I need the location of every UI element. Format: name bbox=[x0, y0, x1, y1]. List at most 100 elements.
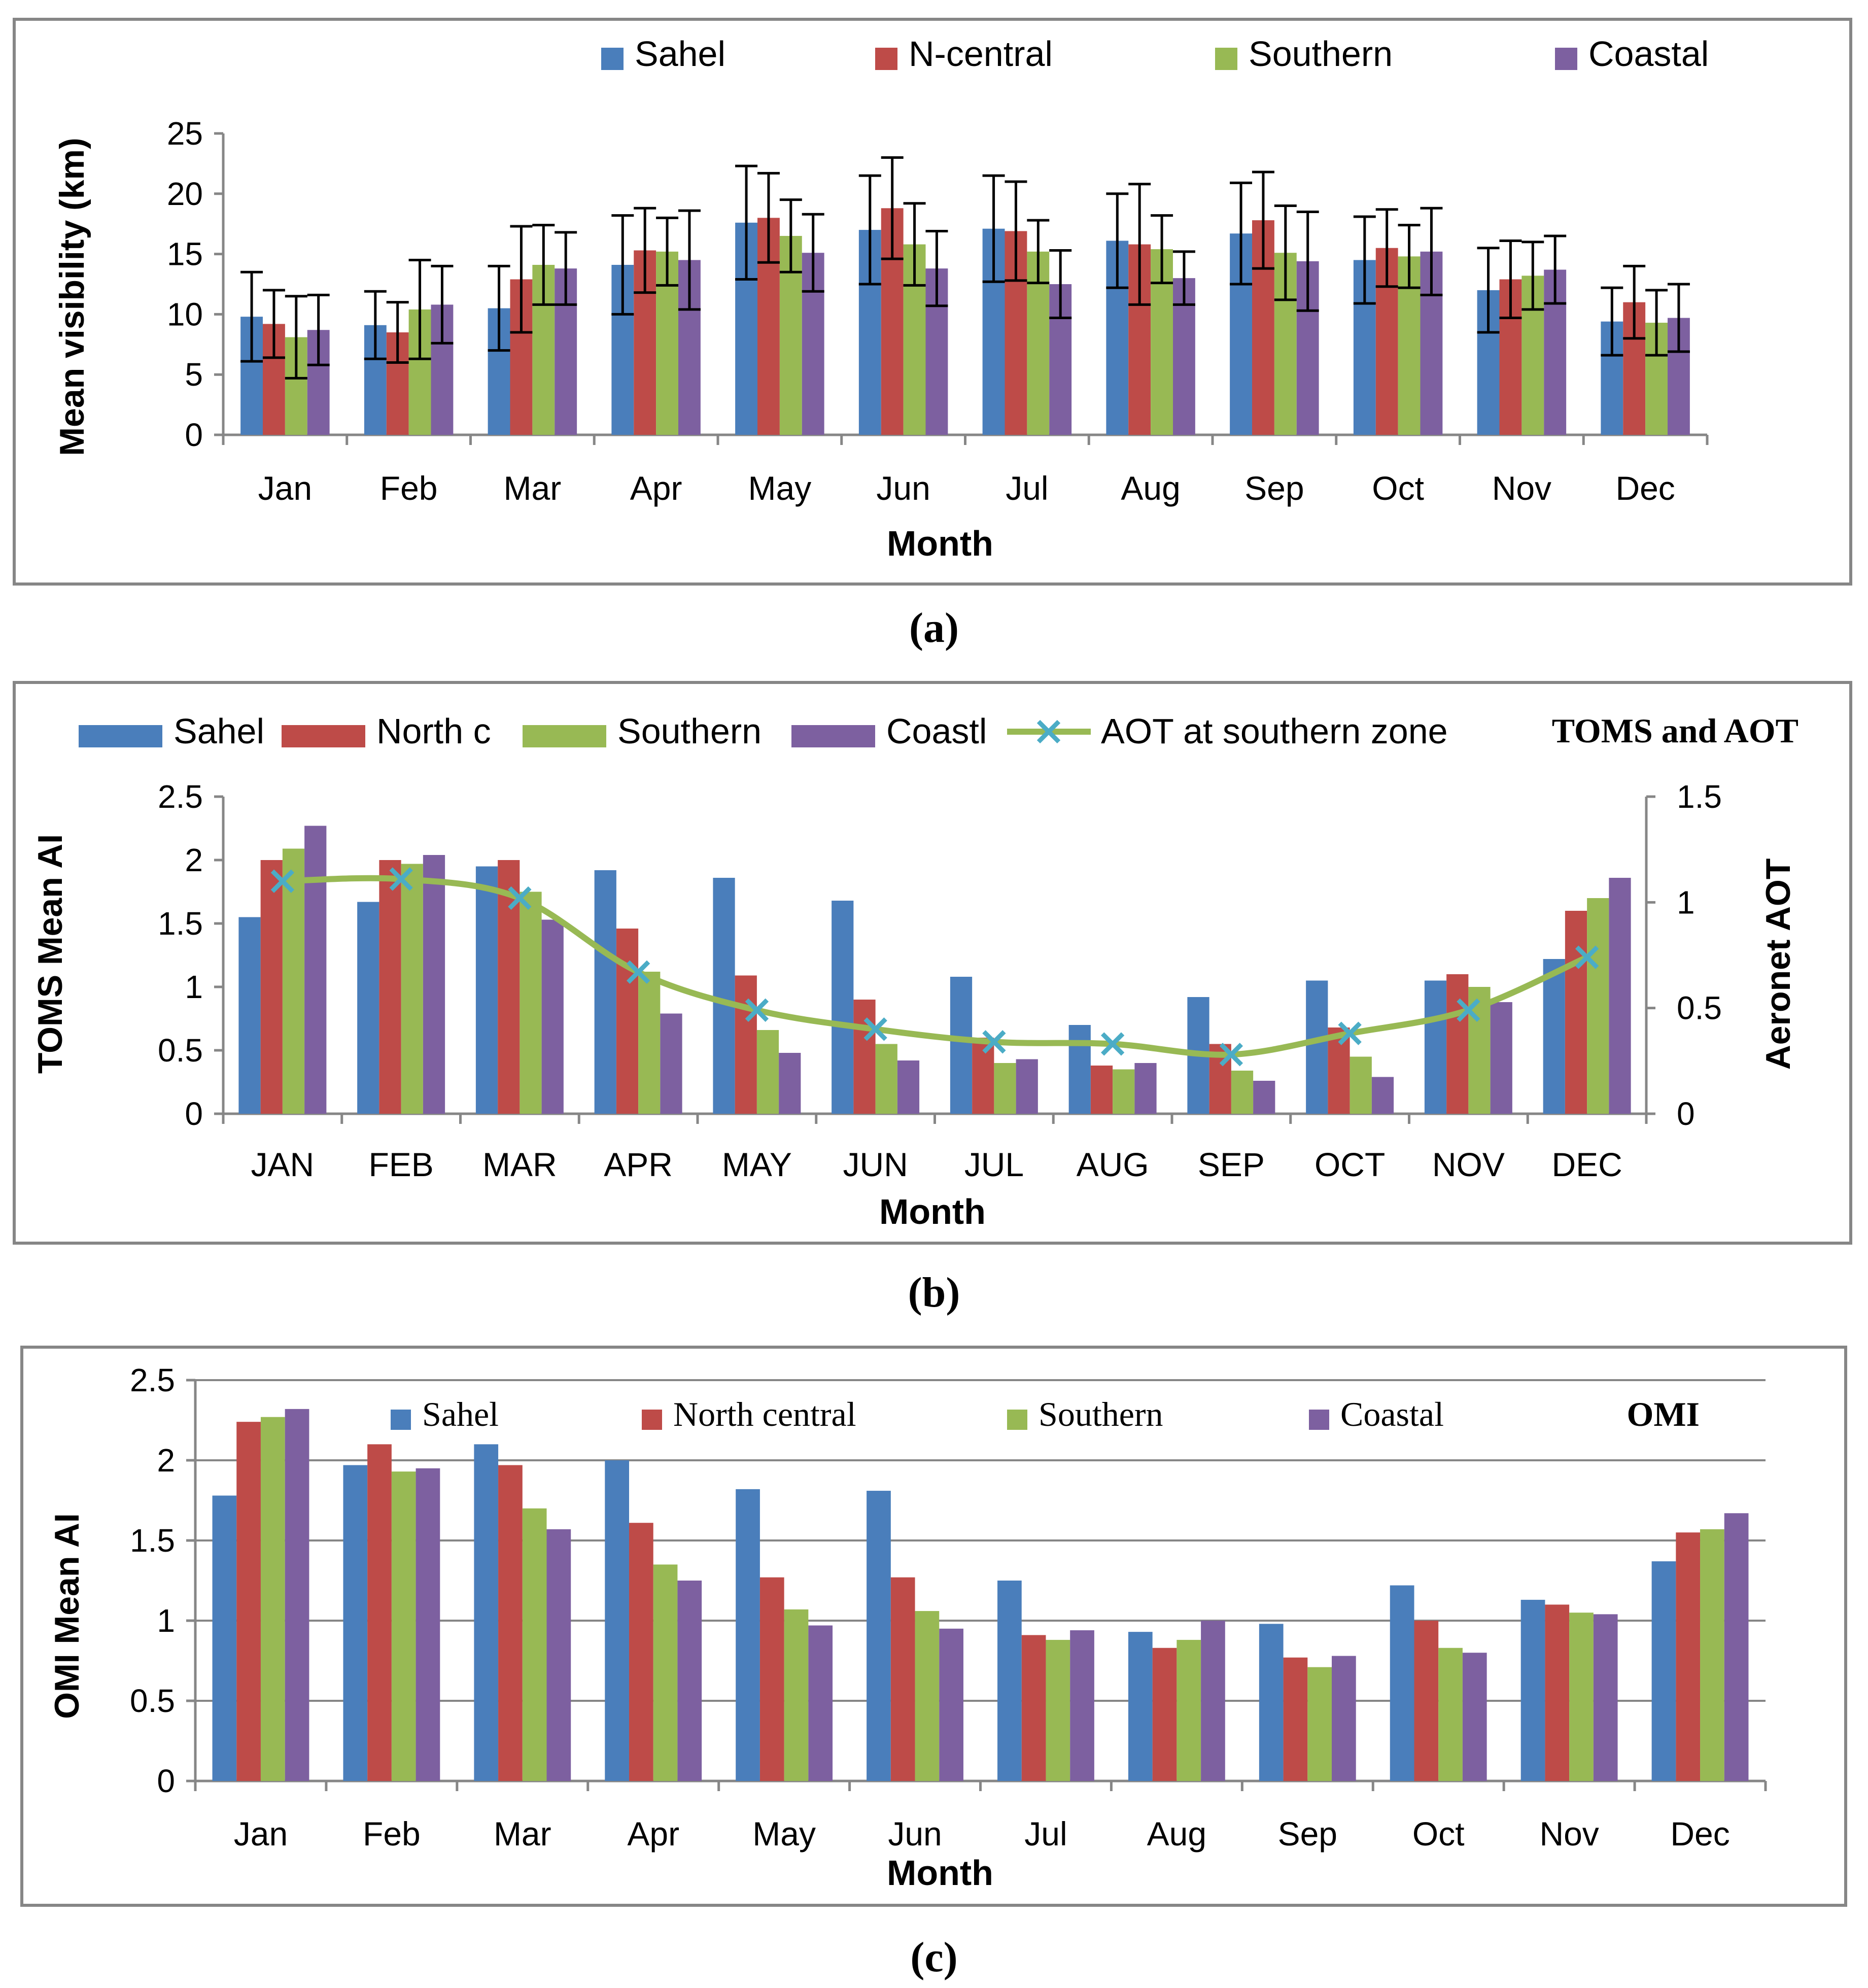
b-x-tick-label-jul: JUL bbox=[964, 1146, 1024, 1183]
b-bar-north-c-dec bbox=[1565, 911, 1587, 1114]
panel-c-x-axis-title: Month bbox=[887, 1853, 993, 1893]
b-bar-coastl-oct bbox=[1371, 1077, 1394, 1114]
a-legend-n-central-swatch bbox=[875, 48, 897, 70]
a-y-tick-label: 15 bbox=[167, 236, 203, 272]
c-x-tick-label-aug: Aug bbox=[1147, 1815, 1206, 1853]
c-bar-north-central-jul bbox=[1021, 1635, 1046, 1781]
c-x-tick-label-jul: Jul bbox=[1024, 1815, 1067, 1853]
a-x-tick-label-mar: Mar bbox=[504, 469, 562, 507]
b-aot-point-oct bbox=[1338, 1021, 1362, 1045]
c-bar-north-central-dec bbox=[1676, 1532, 1701, 1781]
c-bar-coastal-jun bbox=[939, 1628, 963, 1781]
panel-b-right-y-axis-title: Aeronet AOT bbox=[1759, 859, 1797, 1070]
panel-a: Sahel N-central Southern Coastal 0 5 10 15 20 25… bbox=[13, 18, 1852, 586]
b-bar-sahel-nov bbox=[1424, 980, 1447, 1114]
c-bar-coastal-mar bbox=[546, 1529, 571, 1781]
b-bar-north-c-apr bbox=[616, 929, 639, 1114]
panel-a-x-axis-title: Month bbox=[887, 524, 993, 563]
c-legend-southern-label: Southern bbox=[1039, 1395, 1163, 1433]
c-bar-north-central-apr bbox=[629, 1523, 653, 1781]
c-bar-coastal-sep bbox=[1332, 1656, 1356, 1781]
b-bar-north-c-aug bbox=[1090, 1066, 1113, 1114]
b-aot-point-aug bbox=[1100, 1032, 1125, 1056]
c-x-tick-label-jan: Jan bbox=[234, 1815, 288, 1853]
b-y-tick-label: 0 bbox=[185, 1095, 203, 1132]
b-bar-coastl-jul bbox=[1016, 1059, 1038, 1114]
b-bar-southern-dec bbox=[1587, 898, 1609, 1114]
b-bar-north-c-oct bbox=[1328, 1027, 1350, 1114]
panel-a-legend: Sahel N-central Southern Coastal bbox=[601, 34, 1709, 74]
a-x-tick-label-jun: Jun bbox=[876, 469, 930, 507]
b-bar-north-c-jul bbox=[972, 1038, 994, 1114]
c-bar-coastal-jul bbox=[1070, 1630, 1094, 1781]
c-bar-coastal-aug bbox=[1201, 1621, 1225, 1781]
c-bar-sahel-sep bbox=[1259, 1624, 1284, 1781]
c-legend-coastal-swatch bbox=[1309, 1410, 1329, 1430]
c-x-tick-label-jun: Jun bbox=[888, 1815, 942, 1853]
b-bar-coastl-jan bbox=[304, 826, 327, 1114]
c-x-tick-label-oct: Oct bbox=[1412, 1815, 1465, 1853]
panel-a-y-tick-labels: 0 5 10 15 20 25 bbox=[167, 115, 203, 453]
b-legend-southern-swatch bbox=[523, 725, 606, 747]
c-x-tick-label-mar: Mar bbox=[494, 1815, 551, 1853]
panel-b-caption: (b) bbox=[908, 1269, 960, 1316]
panel-b-right-y-tick-labels: 0 0.5 1 1.5 bbox=[1677, 778, 1722, 1132]
b-bar-coastl-feb bbox=[423, 855, 445, 1114]
b-legend-sahel-swatch bbox=[79, 725, 162, 747]
c-bar-southern-sep bbox=[1307, 1667, 1332, 1781]
panel-b-title: TOMS and AOT bbox=[1552, 711, 1798, 750]
c-x-tick-label-sep: Sep bbox=[1278, 1815, 1337, 1853]
b-legend-aot-label: AOT at southern zone bbox=[1101, 711, 1448, 751]
c-y-tick-label: 1.5 bbox=[130, 1522, 175, 1559]
b-bar-sahel-may bbox=[713, 878, 735, 1114]
c-bar-southern-jul bbox=[1046, 1639, 1070, 1781]
a-x-tick-label-sep: Sep bbox=[1244, 469, 1304, 507]
a-legend-sahel-swatch bbox=[601, 48, 624, 70]
c-legend-north-central-swatch bbox=[642, 1410, 662, 1430]
b-bar-sahel-mar bbox=[475, 866, 498, 1114]
b-x-tick-label-may: MAY bbox=[722, 1146, 792, 1183]
a-x-tick-label-feb: Feb bbox=[380, 469, 438, 507]
c-x-tick-label-may: May bbox=[752, 1815, 816, 1853]
b-right-tick-label: 0.5 bbox=[1677, 990, 1722, 1026]
b-bar-coastl-mar bbox=[541, 919, 564, 1114]
c-bar-coastal-jan bbox=[285, 1409, 309, 1781]
panel-c-gridlines bbox=[195, 1379, 1766, 1702]
c-bar-north-central-may bbox=[759, 1577, 784, 1781]
b-aot-point-may bbox=[745, 998, 769, 1022]
b-bar-southern-jun bbox=[875, 1044, 897, 1114]
b-y-tick-label: 2 bbox=[185, 842, 203, 878]
b-x-tick-label-aug: AUG bbox=[1077, 1146, 1149, 1183]
b-aot-point-sep bbox=[1219, 1043, 1243, 1067]
c-bar-north-central-oct bbox=[1414, 1621, 1439, 1781]
b-bar-southern-may bbox=[756, 1030, 779, 1114]
b-bar-north-c-jun bbox=[853, 1000, 876, 1114]
panel-b: Sahel North c Southern Coastl AOT at souther… bbox=[13, 681, 1852, 1245]
b-legend-aot-marker bbox=[1036, 719, 1061, 744]
panel-b-y-tick-labels: 0 0.5 1 1.5 2 2.5 bbox=[158, 778, 203, 1132]
b-bar-north-c-may bbox=[735, 975, 757, 1114]
a-x-tick-label-nov: Nov bbox=[1492, 469, 1551, 507]
a-x-tick-label-apr: Apr bbox=[630, 469, 682, 507]
c-bar-north-central-aug bbox=[1152, 1648, 1177, 1781]
c-bar-sahel-oct bbox=[1390, 1585, 1414, 1781]
b-x-tick-label-jun: JUN bbox=[843, 1146, 908, 1183]
b-bar-southern-mar bbox=[520, 892, 542, 1114]
panel-c-x-tick-labels: Jan Feb Mar Apr May Jun Jul Aug Sep Oct Nov Dec bbox=[234, 1815, 1730, 1853]
b-aot-point-jan bbox=[270, 869, 295, 893]
a-x-tick-label-aug: Aug bbox=[1121, 469, 1180, 507]
b-x-tick-label-dec: DEC bbox=[1551, 1146, 1622, 1183]
a-y-tick-label: 25 bbox=[167, 115, 203, 152]
a-legend-southern-label: Southern bbox=[1249, 34, 1393, 74]
b-aot-point-feb bbox=[389, 867, 413, 891]
b-right-tick-label: 0 bbox=[1677, 1095, 1695, 1132]
c-bar-north-central-sep bbox=[1283, 1657, 1308, 1781]
b-right-tick-label: 1 bbox=[1677, 884, 1695, 920]
b-bar-coastl-aug bbox=[1134, 1063, 1157, 1114]
c-bar-southern-jun bbox=[915, 1611, 940, 1781]
c-legend-coastal-label: Coastal bbox=[1340, 1395, 1444, 1433]
b-bar-sahel-feb bbox=[357, 902, 379, 1114]
panel-b-x-axis-title: Month bbox=[879, 1192, 986, 1231]
a-legend-southern-swatch bbox=[1215, 48, 1237, 70]
